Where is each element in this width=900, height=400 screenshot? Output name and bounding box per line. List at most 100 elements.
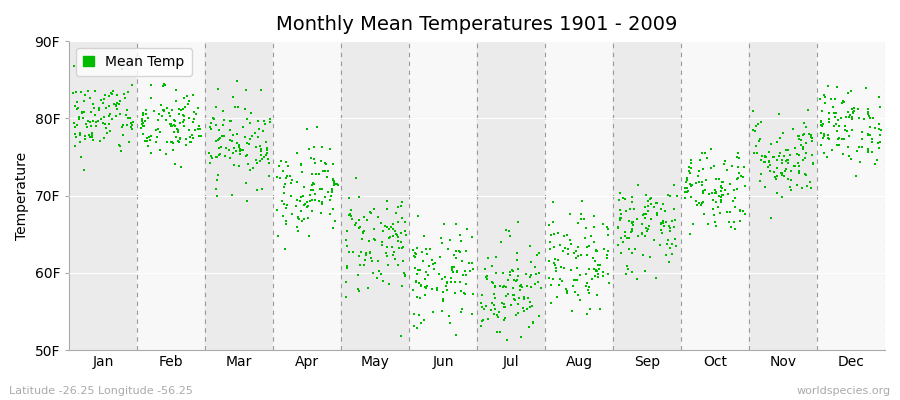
Point <box>410 267 425 274</box>
Point <box>348 220 363 226</box>
Point <box>118 95 132 101</box>
Point <box>705 190 719 196</box>
Point <box>413 283 428 289</box>
Point <box>473 300 488 306</box>
Point <box>814 122 829 129</box>
Point <box>559 286 573 292</box>
Point <box>74 89 88 95</box>
Point <box>73 139 87 145</box>
Point <box>410 278 424 284</box>
Point <box>239 180 254 186</box>
Point <box>622 218 636 224</box>
Point <box>716 191 731 198</box>
Point <box>634 230 649 236</box>
Point <box>524 284 538 290</box>
Point <box>381 262 395 268</box>
Point <box>873 104 887 110</box>
Point <box>228 103 242 110</box>
Point <box>572 297 587 304</box>
Point <box>840 128 854 134</box>
Point <box>411 312 426 318</box>
Point <box>302 192 317 198</box>
Point <box>780 160 795 166</box>
Point <box>543 246 557 252</box>
Point <box>590 262 605 268</box>
Point <box>704 146 718 153</box>
Point <box>630 216 644 222</box>
Point <box>613 215 627 222</box>
Point <box>326 176 340 182</box>
Point <box>545 199 560 205</box>
Point <box>211 86 225 92</box>
Point <box>97 92 112 98</box>
Point <box>720 209 734 216</box>
Point <box>305 171 320 177</box>
Y-axis label: Temperature: Temperature <box>15 152 29 240</box>
Point <box>225 192 239 198</box>
Point <box>171 127 185 133</box>
Point <box>629 276 643 282</box>
Point <box>148 127 163 134</box>
Point <box>656 218 670 224</box>
Point <box>835 151 850 157</box>
Point <box>445 264 459 270</box>
Point <box>291 214 305 220</box>
Point <box>280 202 294 209</box>
Point <box>94 97 109 104</box>
Point <box>798 150 813 156</box>
Point <box>581 284 596 290</box>
Point <box>484 262 499 269</box>
Point <box>661 240 675 247</box>
Point <box>93 137 107 144</box>
Point <box>680 189 695 196</box>
Point <box>693 156 707 163</box>
Point <box>862 124 877 130</box>
Point <box>528 271 543 277</box>
Point <box>769 176 783 182</box>
Point <box>408 253 422 259</box>
Point <box>786 126 800 133</box>
Point <box>229 148 243 154</box>
Point <box>686 221 700 228</box>
Point <box>91 118 105 124</box>
Point <box>502 232 517 239</box>
Point <box>682 170 697 176</box>
Point <box>554 242 568 248</box>
Point <box>324 188 338 194</box>
Point <box>211 137 225 143</box>
Point <box>156 107 170 114</box>
Point <box>708 189 723 196</box>
Point <box>187 116 202 122</box>
Point <box>814 119 829 126</box>
Point <box>505 266 519 273</box>
Point <box>575 198 590 204</box>
Point <box>261 173 275 180</box>
Point <box>352 253 366 259</box>
Point <box>588 273 602 280</box>
Point <box>183 139 197 145</box>
Point <box>723 181 737 188</box>
Point <box>399 232 413 238</box>
Point <box>754 170 769 177</box>
Point <box>182 115 196 121</box>
Point <box>846 109 860 115</box>
Point <box>227 161 241 168</box>
Point <box>355 235 369 242</box>
Point <box>730 186 744 192</box>
Point <box>212 152 226 158</box>
Point <box>510 257 525 264</box>
Point <box>95 120 110 126</box>
Point <box>637 211 652 218</box>
Point <box>99 105 113 112</box>
Point <box>362 238 376 244</box>
Point <box>167 117 182 123</box>
Point <box>842 114 856 120</box>
Point <box>665 240 680 247</box>
Point <box>79 124 94 130</box>
Point <box>794 142 808 148</box>
Point <box>454 306 469 312</box>
Point <box>164 122 178 129</box>
Point <box>794 137 808 143</box>
Point <box>193 133 207 139</box>
Point <box>701 191 716 198</box>
